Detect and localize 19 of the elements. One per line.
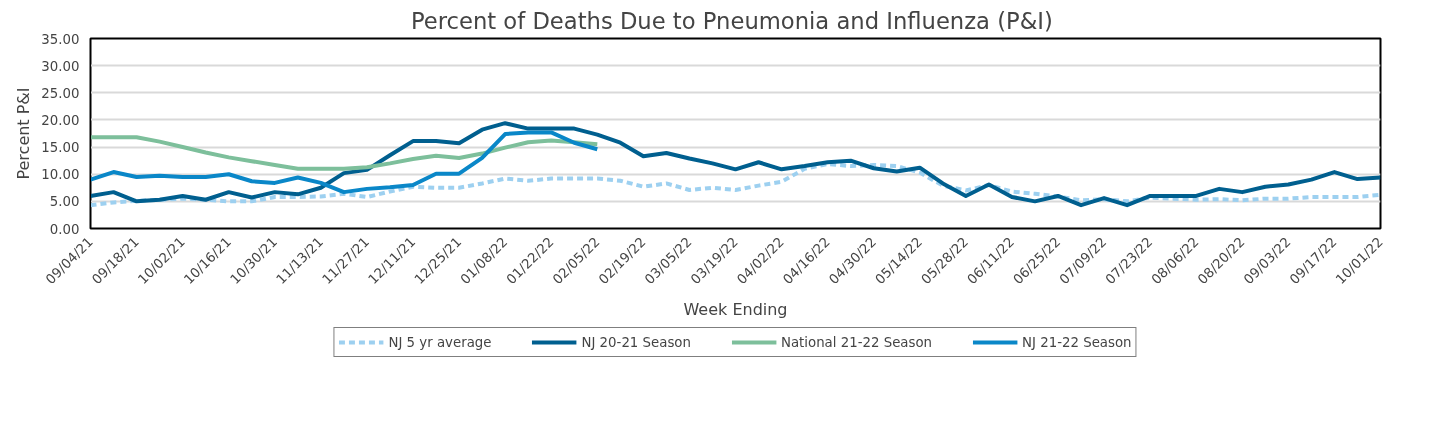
y-tick-label: 0.00	[49, 221, 80, 237]
line-series	[90, 121, 1381, 208]
line-series	[90, 130, 600, 195]
y-axis-title: Percent P&I	[14, 87, 34, 180]
y-tick-label: 25.00	[41, 85, 80, 101]
y-tick-label: 5.00	[49, 194, 80, 210]
y-tick-label: 15.00	[41, 140, 80, 156]
legend-label: NJ 5 yr average	[388, 334, 492, 350]
y-tick-label: 35.00	[41, 31, 80, 47]
line-series	[90, 161, 1381, 208]
legend-label: NJ 20-21 Season	[581, 334, 691, 350]
chart-title: Percent of Deaths Due to Pneumonia and Influenza (P&I)	[410, 7, 1053, 34]
y-tick-label: 10.00	[41, 167, 80, 183]
y-tick-label: 20.00	[41, 112, 80, 128]
legend-label: NJ 21-22 Season	[1022, 334, 1132, 350]
x-axis-title: Week Ending	[683, 300, 788, 320]
line-series	[90, 135, 600, 171]
legend-label: National 21-22 Season	[780, 334, 933, 350]
y-tick-label: 30.00	[41, 58, 80, 74]
